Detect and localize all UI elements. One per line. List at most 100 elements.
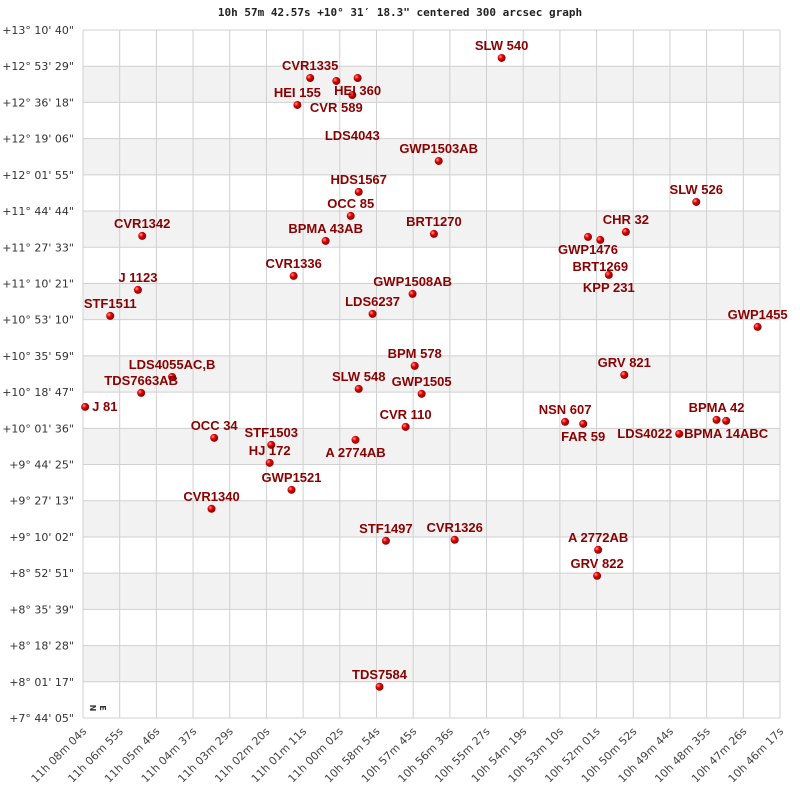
y-tick-label: +12° 19' 06" — [2, 133, 74, 146]
star-label: OCC 85 — [327, 196, 374, 211]
y-tick-label: +10° 53' 10" — [2, 314, 74, 327]
star-point — [675, 429, 684, 438]
star-point — [410, 361, 419, 370]
star-point — [368, 309, 377, 318]
star-label: FAR 59 — [561, 429, 605, 444]
star-label: GRV 821 — [598, 355, 651, 370]
star-point — [375, 682, 384, 691]
star-label: CVR 110 — [380, 407, 432, 422]
y-tick-label: +11° 27' 33" — [2, 241, 74, 254]
star-label: CVR1340 — [183, 489, 239, 504]
star-point — [596, 235, 605, 244]
y-tick-label: +10° 01' 36" — [2, 422, 74, 435]
y-tick-label: +8° 35' 39" — [9, 603, 74, 616]
star-point — [348, 90, 357, 99]
star-point — [561, 417, 570, 426]
grid-band — [83, 573, 780, 610]
star-label: J 81 — [92, 399, 117, 414]
star-point — [332, 76, 341, 85]
star-point — [429, 229, 438, 238]
star-point — [207, 504, 216, 513]
star-point — [434, 156, 443, 165]
chart-title: 10h 57m 42.57s +10° 31′ 18.3" centered 3… — [217, 6, 583, 19]
star-point — [753, 322, 762, 331]
star-label: HEI 155 — [274, 85, 321, 100]
star-point — [351, 435, 360, 444]
grid-band — [83, 645, 780, 682]
y-tick-label: +9° 44' 25" — [9, 459, 74, 472]
star-point — [584, 232, 593, 241]
y-tick-label: +8° 01' 17" — [9, 676, 74, 689]
star-label: OCC 34 — [191, 418, 239, 433]
y-tick-label: +12° 36' 18" — [2, 96, 74, 109]
y-tick-label: +13° 10' 40" — [2, 24, 74, 37]
star-label: BRT1269 — [572, 259, 628, 274]
star-label: BPMA 42 — [689, 400, 745, 415]
star-label: GWP1503AB — [399, 141, 478, 156]
star-label: CVR1336 — [265, 256, 321, 271]
star-point — [267, 440, 276, 449]
grid-band — [83, 283, 780, 320]
y-tick-label: +8° 18' 28" — [9, 640, 74, 653]
star-label: HEI 360 — [334, 83, 381, 98]
star-point — [417, 389, 426, 398]
star-label: CVR1342 — [114, 216, 170, 231]
star-label: CVR 589 — [310, 100, 363, 115]
star-point — [287, 485, 296, 494]
star-label: A 2774AB — [325, 445, 385, 460]
compass-east-label: E — [98, 705, 107, 710]
star-label: LDS4022 — [617, 426, 672, 441]
star-label: HDS1567 — [331, 172, 387, 187]
star-label: GWP1476 — [558, 242, 618, 257]
y-tick-label: +11° 44' 44" — [2, 205, 74, 218]
star-label: CHR 32 — [603, 212, 649, 227]
star-point — [138, 231, 147, 240]
star-point — [354, 187, 363, 196]
star-point — [408, 289, 417, 298]
star-label: KPP 231 — [583, 280, 635, 295]
star-point — [168, 372, 177, 381]
star-point — [692, 197, 701, 206]
grid-band — [83, 138, 780, 175]
y-tick-label: +11° 10' 21" — [2, 277, 74, 290]
y-tick-label: +10° 18' 47" — [2, 386, 74, 399]
star-label: SLW 526 — [670, 182, 723, 197]
y-tick-label: +7° 44' 05" — [9, 712, 74, 725]
star-point — [321, 236, 330, 245]
star-label: BRT1270 — [406, 214, 462, 229]
star-point — [401, 422, 410, 431]
star-point — [354, 384, 363, 393]
star-point — [497, 53, 506, 62]
grid-band — [83, 355, 780, 393]
star-label: GWP1508AB — [373, 274, 452, 289]
star-point — [381, 536, 390, 545]
grid-band — [83, 500, 780, 537]
grid-band — [83, 428, 780, 465]
star-label: TDS7584 — [352, 667, 408, 682]
star-point — [346, 211, 355, 220]
star-point — [293, 100, 302, 109]
star-point — [450, 535, 459, 544]
star-label: BPMA 14ABC — [684, 426, 769, 441]
star-label: GWP1455 — [728, 307, 788, 322]
star-label: BPM 578 — [388, 346, 442, 361]
y-tick-label: +9° 27' 13" — [9, 495, 74, 508]
star-label: TDS7663AB — [104, 373, 178, 388]
star-point — [353, 73, 362, 82]
star-point — [621, 227, 630, 236]
star-point — [106, 311, 115, 320]
star-label: SLW 548 — [332, 369, 385, 384]
star-point — [712, 415, 721, 424]
star-label: A 2772AB — [568, 530, 628, 545]
star-point — [81, 402, 90, 411]
star-label: GRV 822 — [570, 556, 623, 571]
star-point — [594, 545, 603, 554]
star-point — [137, 388, 146, 397]
star-point — [604, 270, 613, 279]
star-point — [210, 433, 219, 442]
star-point — [133, 285, 142, 294]
star-label: STF1511 — [84, 296, 137, 311]
star-label: HJ 172 — [249, 443, 291, 458]
y-tick-label: +9° 10' 02" — [9, 531, 74, 544]
star-label: LDS6237 — [345, 294, 400, 309]
